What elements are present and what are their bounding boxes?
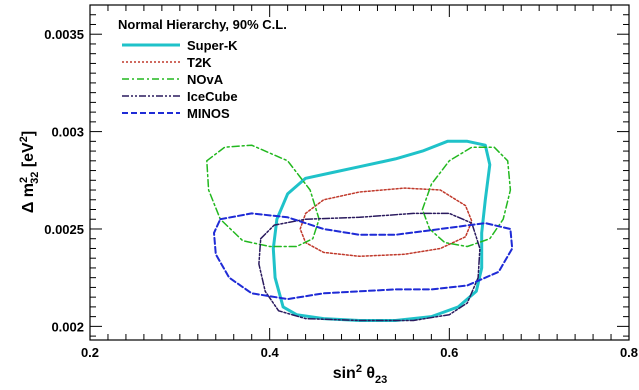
- series-contour-icecube: [258, 212, 481, 322]
- legend-label: Super-K: [187, 38, 238, 53]
- x-tick-label: 0.8: [620, 345, 638, 360]
- axis-ticks: [89, 5, 630, 340]
- legend-title: Normal Hierarchy, 90% C.L.: [118, 17, 287, 32]
- tick-labels: 0.2 0.4 0.6 0.8 0.002 0.0025 0.003 0.0035: [44, 27, 638, 360]
- legend: Normal Hierarchy, 90% C.L. Super-K T2K NOv…: [118, 17, 287, 121]
- x-tick-label: 0.6: [440, 345, 458, 360]
- y-axis-title: Δ m232 [eV2]: [18, 131, 41, 213]
- y-tick-label: 0.0035: [44, 27, 84, 42]
- legend-label: MINOS: [187, 106, 230, 121]
- legend-label: IceCube: [187, 89, 238, 104]
- y-tick-label: 0.0025: [44, 222, 84, 237]
- series-contour-super-k: [271, 139, 492, 322]
- x-tick-label: 0.2: [81, 345, 99, 360]
- legend-label: NOvA: [187, 72, 224, 87]
- y-tick-label: 0.003: [51, 125, 84, 140]
- series-contour-minos: [213, 212, 514, 301]
- y-tick-label: 0.002: [51, 319, 84, 334]
- series-contour-nova: [206, 144, 512, 248]
- legend-label: T2K: [187, 55, 212, 70]
- series-layer: [206, 139, 514, 322]
- x-tick-label: 0.4: [261, 345, 280, 360]
- series-contour-t2k: [299, 187, 473, 258]
- plot-frame: [89, 4, 630, 341]
- x-axis-title: sin2 θ23: [333, 363, 388, 386]
- legend-entries: Super-K T2K NOvA IceCube MINOS: [122, 38, 238, 121]
